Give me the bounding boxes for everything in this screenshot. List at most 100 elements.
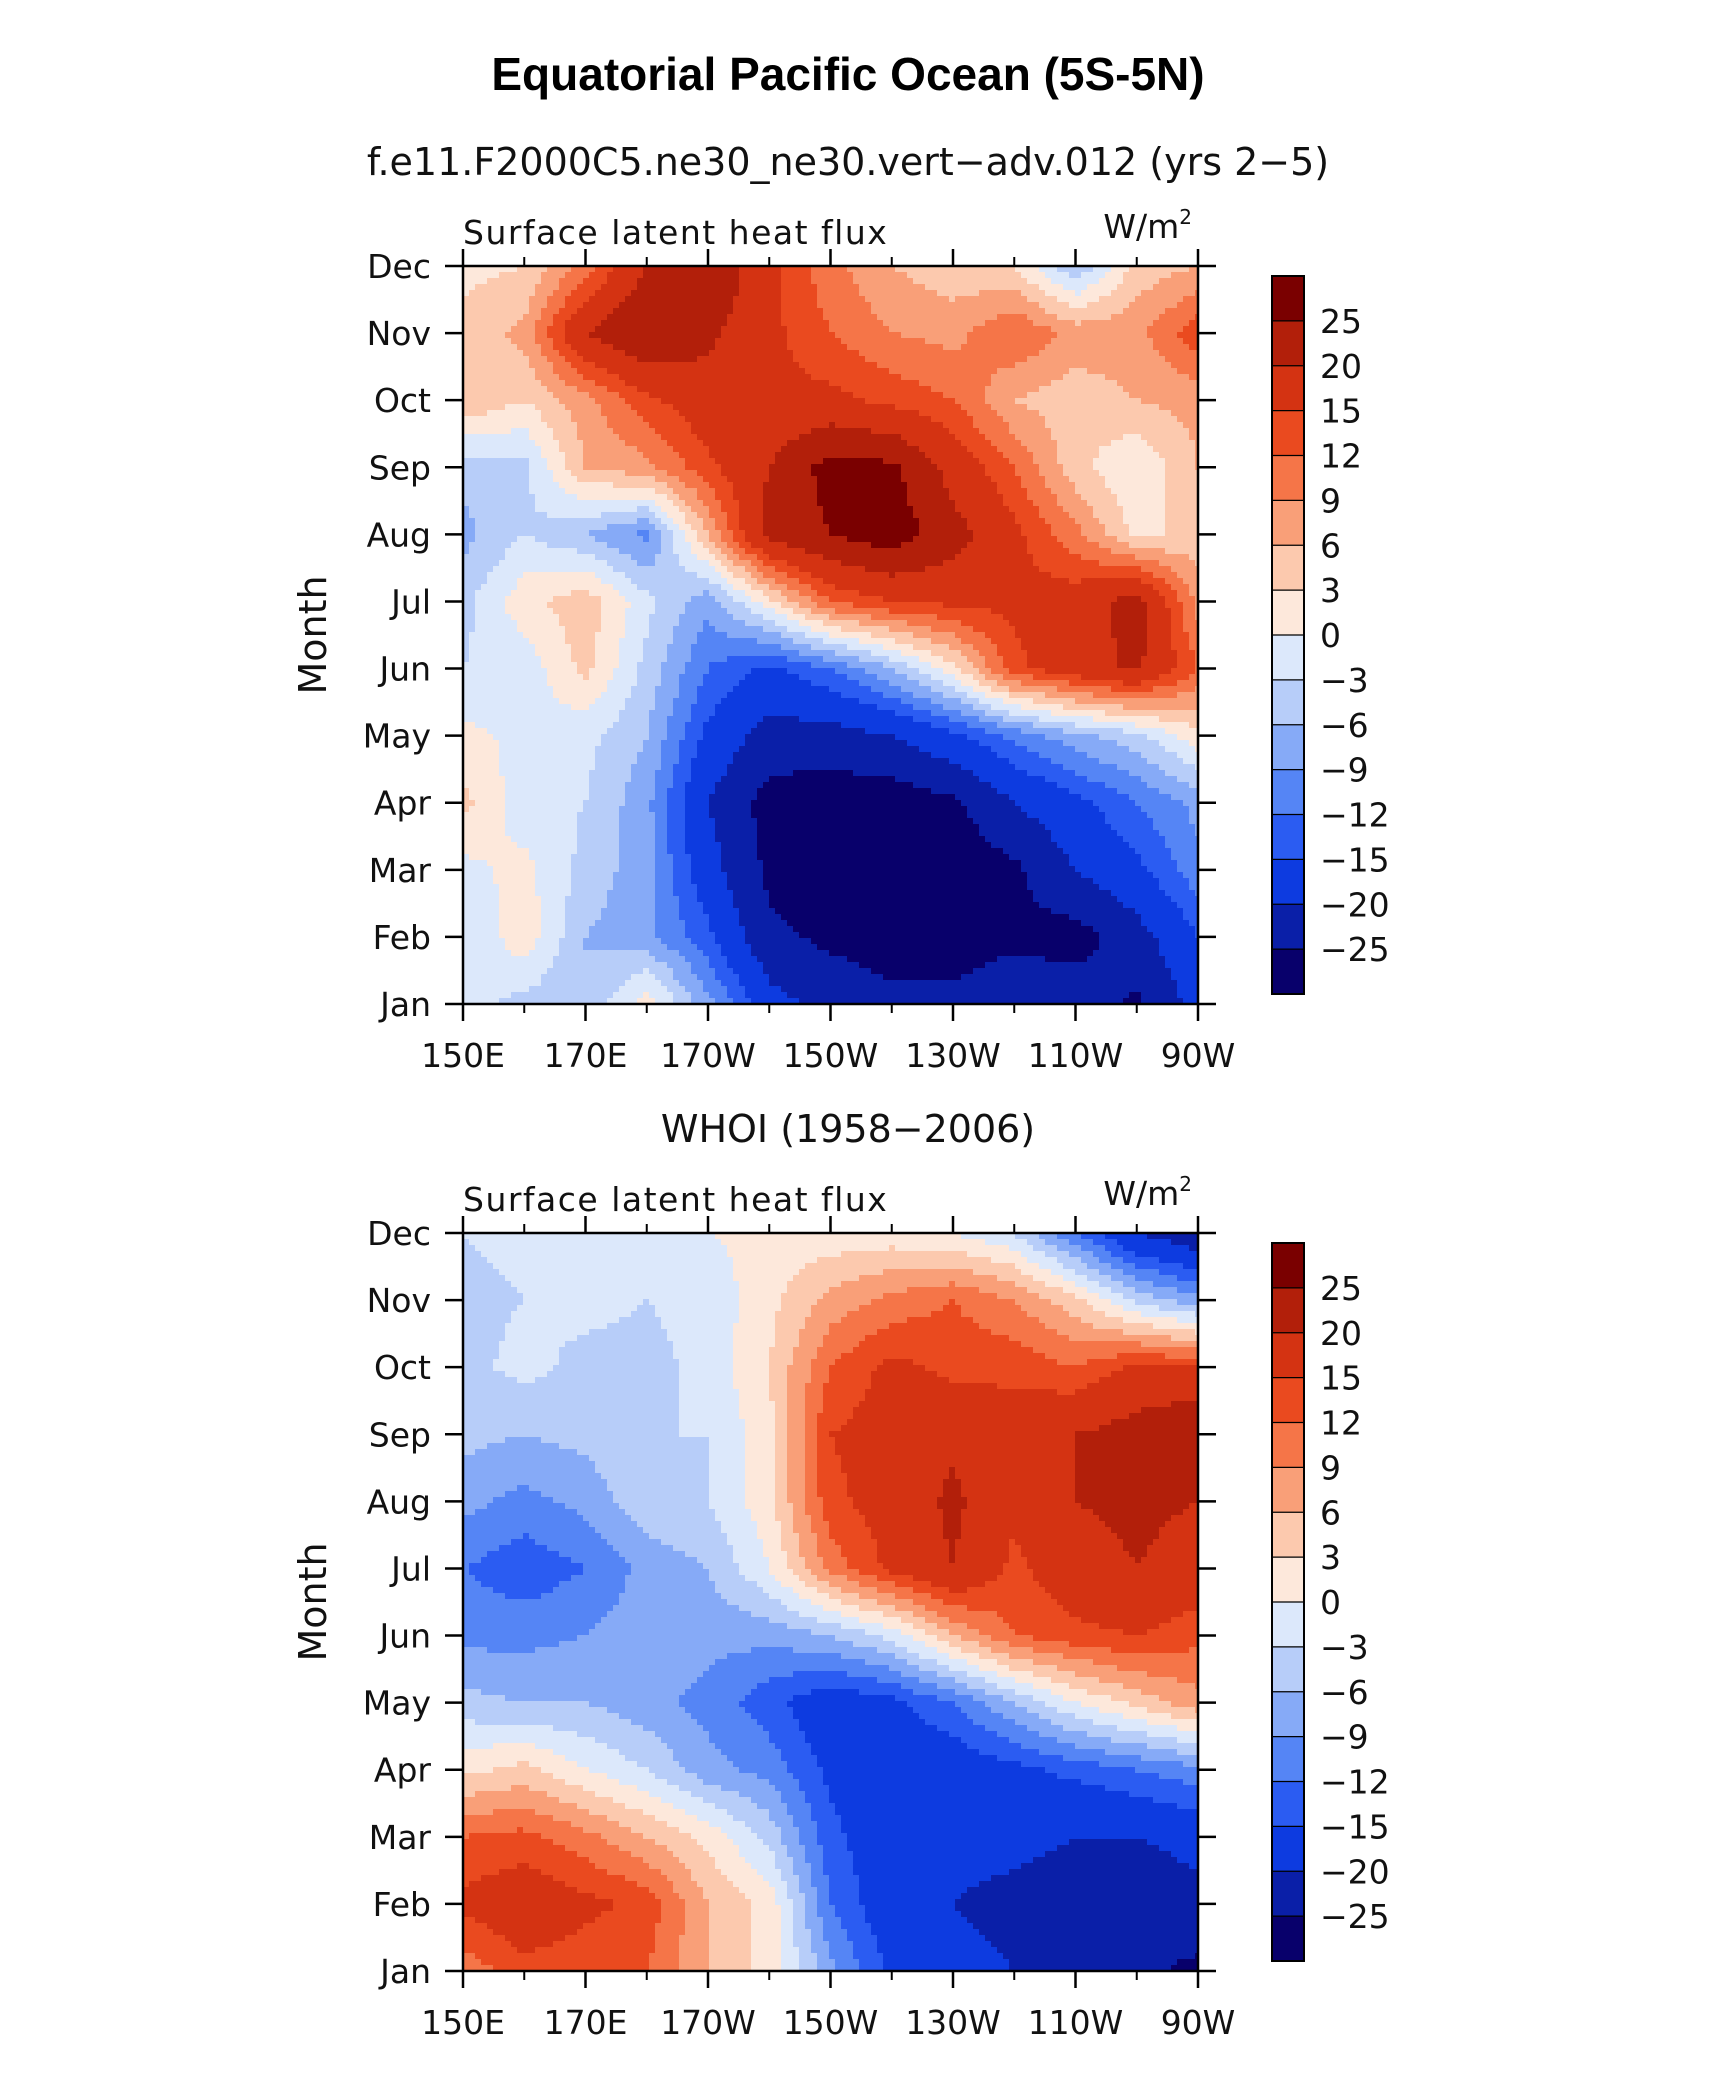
heatmap-cell xyxy=(523,278,530,285)
heatmap-cell xyxy=(745,302,752,309)
heatmap-cell xyxy=(1063,326,1070,333)
heatmap-cell xyxy=(505,302,512,309)
heatmap-cell xyxy=(1117,332,1124,339)
heatmap-cell xyxy=(619,284,626,291)
heatmap-cell xyxy=(613,308,620,315)
heatmap-cell xyxy=(541,296,548,303)
heatmap-cell xyxy=(649,320,656,327)
heatmap-cell xyxy=(541,314,548,321)
heatmap-cell xyxy=(835,320,842,327)
heatmap-cell xyxy=(793,296,800,303)
heatmap-cell xyxy=(913,326,920,333)
heatmap-cell xyxy=(817,278,824,285)
heatmap-cell xyxy=(541,290,548,297)
heatmap-cell xyxy=(1117,308,1124,315)
heatmap-cell xyxy=(733,284,740,291)
heatmap-cell xyxy=(559,278,566,285)
heatmap-cell xyxy=(1153,278,1160,285)
heatmap-cell xyxy=(547,326,554,333)
heatmap-cell xyxy=(661,338,668,345)
heatmap-cell xyxy=(1159,272,1166,279)
heatmap-cell xyxy=(667,302,674,309)
heatmap-cell xyxy=(889,284,896,291)
heatmap-cell xyxy=(541,302,548,309)
heatmap-cell xyxy=(925,278,932,285)
heatmap-cell xyxy=(871,290,878,297)
heatmap-cell xyxy=(1099,332,1106,339)
heatmap-cell xyxy=(499,278,506,285)
heatmap-cell xyxy=(901,290,908,297)
heatmap-cell xyxy=(649,296,656,303)
heatmap-cell xyxy=(985,332,992,339)
heatmap-cell xyxy=(565,296,572,303)
heatmap-cell xyxy=(913,302,920,309)
heatmap-cell xyxy=(631,290,638,297)
heatmap-cell xyxy=(1111,326,1118,333)
heatmap-cell xyxy=(679,272,686,279)
heatmap-cell xyxy=(697,278,704,285)
heatmap-cell xyxy=(649,272,656,279)
heatmap-cell xyxy=(1141,302,1148,309)
heatmap-cell xyxy=(637,284,644,291)
heatmap-cell xyxy=(517,338,524,345)
heatmap-cell xyxy=(643,308,650,315)
heatmap-cell xyxy=(721,314,728,321)
heatmap-cell xyxy=(661,332,668,339)
heatmap-cell xyxy=(925,296,932,303)
heatmap-cell xyxy=(955,302,962,309)
heatmap-cell xyxy=(1129,278,1136,285)
heatmap-cell xyxy=(1177,272,1184,279)
heatmap-cell xyxy=(499,290,506,297)
heatmap-cell xyxy=(931,272,938,279)
heatmap-cell xyxy=(991,272,998,279)
heatmap-cell xyxy=(871,326,878,333)
heatmap-cell xyxy=(919,326,926,333)
heatmap-cell xyxy=(685,302,692,309)
heatmap-cell xyxy=(673,278,680,285)
heatmap-cell xyxy=(745,284,752,291)
heatmap-cell xyxy=(811,326,818,333)
heatmap-cell xyxy=(1009,272,1016,279)
heatmap-cell xyxy=(709,290,716,297)
heatmap-cell xyxy=(919,290,926,297)
heatmap-cell xyxy=(907,296,914,303)
heatmap-cell xyxy=(955,272,962,279)
heatmap-cell xyxy=(1057,332,1064,339)
heatmap-cell xyxy=(1063,308,1070,315)
heatmap-cell xyxy=(571,320,578,327)
heatmap-cell xyxy=(565,290,572,297)
heatmap-cell xyxy=(823,314,830,321)
heatmap-cell xyxy=(1039,320,1046,327)
heatmap-cell xyxy=(823,320,830,327)
heatmap-cell xyxy=(913,278,920,285)
heatmap-cell xyxy=(589,308,596,315)
heatmap-cell xyxy=(973,314,980,321)
heatmap-cell xyxy=(1177,326,1184,333)
heatmap-cell xyxy=(751,320,758,327)
heatmap-cell xyxy=(925,308,932,315)
heatmap-cell xyxy=(679,290,686,297)
heatmap-cell xyxy=(703,314,710,321)
heatmap-cell xyxy=(967,284,974,291)
heatmap-cell xyxy=(877,320,884,327)
heatmap-cell xyxy=(1135,332,1142,339)
heatmap-cell xyxy=(643,320,650,327)
heatmap-cell xyxy=(1189,332,1196,339)
heatmap-cell xyxy=(601,296,608,303)
heatmap-cell xyxy=(1159,308,1166,315)
heatmap-cell xyxy=(895,320,902,327)
heatmap-cell xyxy=(961,302,968,309)
heatmap-cell xyxy=(1027,278,1034,285)
heatmap-cell xyxy=(835,290,842,297)
heatmap-cell xyxy=(1051,284,1058,291)
heatmap-cell xyxy=(1123,284,1130,291)
heatmap-cell xyxy=(667,278,674,285)
heatmap-cell xyxy=(697,338,704,345)
heatmap-cell xyxy=(907,278,914,285)
heatmap-cell xyxy=(685,272,692,279)
heatmap-cell xyxy=(1075,272,1082,279)
heatmap-cell xyxy=(1087,314,1094,321)
heatmap-cell xyxy=(529,278,536,285)
heatmap-cell xyxy=(475,332,482,339)
heatmap-cell xyxy=(1003,308,1010,315)
